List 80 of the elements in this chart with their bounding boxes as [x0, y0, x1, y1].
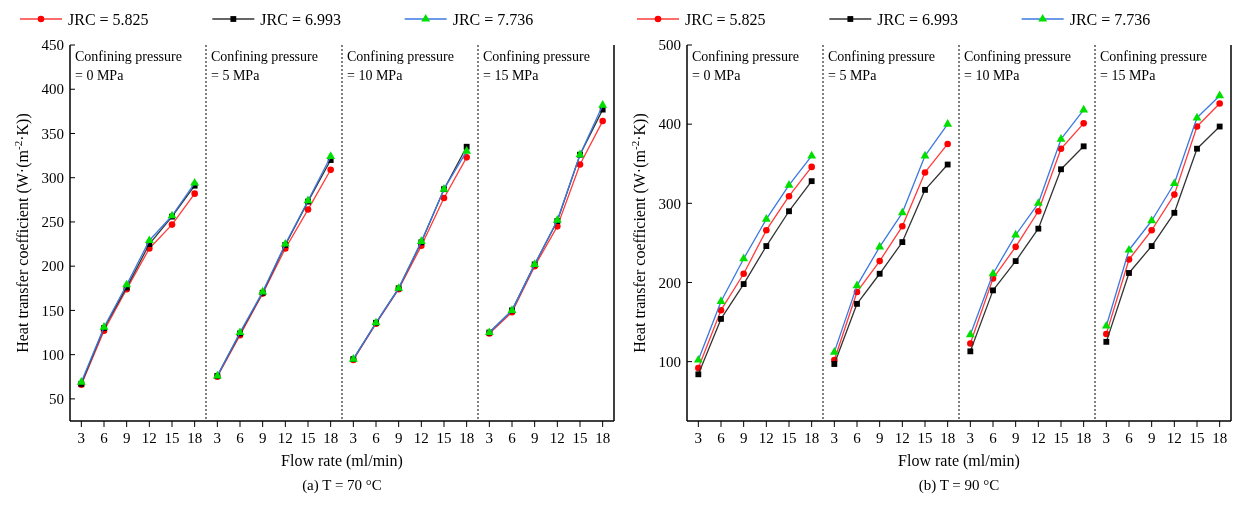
- x-tick-label: 3: [1102, 430, 1111, 446]
- y-tick-label: 400: [41, 81, 64, 98]
- y-tick-label: 300: [658, 195, 681, 212]
- annotation: Confining pressure = 10 MPa: [347, 49, 454, 83]
- x-tick-label: 9: [1011, 430, 1020, 446]
- y-tick-label: 200: [658, 274, 681, 291]
- annotation: Confining pressure = 15 MPa: [1100, 49, 1207, 83]
- x-tick-label: 15: [436, 430, 452, 446]
- x-tick-label: 12: [894, 430, 910, 446]
- x-tick-label: 3: [966, 430, 975, 446]
- x-tick-label: 9: [394, 430, 403, 446]
- y-tick-label: 250: [41, 214, 64, 231]
- x-tick-label: 12: [141, 430, 157, 446]
- x-tick-label: 3: [213, 430, 222, 446]
- y-tick-label: 350: [41, 125, 64, 142]
- x-tick-label: 6: [372, 430, 381, 446]
- x-tick-label: 9: [875, 430, 884, 446]
- x-tick-label: 9: [122, 430, 131, 446]
- x-tick-label: 18: [1076, 430, 1092, 446]
- x-axis-title: Flow rate (ml/min): [898, 452, 1020, 470]
- x-tick-label: 3: [694, 430, 703, 446]
- x-tick-label: 12: [758, 430, 774, 446]
- x-tick-label: 6: [1125, 430, 1134, 446]
- annotation: Confining pressure = 10 MPa: [964, 49, 1071, 83]
- x-tick-label: 12: [1030, 430, 1046, 446]
- y-tick-label: 50: [49, 391, 64, 408]
- y-tick-label: 500: [658, 37, 681, 54]
- x-tick-label: 18: [187, 430, 203, 446]
- legend-label: JRC = 6.993: [877, 10, 958, 28]
- x-tick-label: 6: [989, 430, 998, 446]
- x-tick-label: 18: [1212, 430, 1228, 446]
- x-tick-label: 9: [739, 430, 748, 446]
- x-tick-label: 15: [1053, 430, 1069, 446]
- x-tick-label: 12: [549, 430, 565, 446]
- legend-label: JRC = 7.736: [452, 10, 534, 28]
- x-tick-label: 18: [940, 430, 956, 446]
- text: (a) T = 70 °C: [302, 477, 382, 494]
- x-tick-label: 3: [485, 430, 494, 446]
- text: (b) T = 90 °C: [918, 477, 1000, 494]
- x-tick-label: 9: [258, 430, 267, 446]
- y-tick-label: 400: [658, 116, 681, 133]
- x-tick-label: 18: [323, 430, 339, 446]
- annotation: Confining pressure = 5 MPa: [211, 49, 318, 83]
- y-tick-label: 300: [41, 169, 64, 186]
- x-tick-label: 6: [853, 430, 862, 446]
- x-tick-label: 3: [77, 430, 86, 446]
- y-tick-label: 100: [658, 353, 681, 370]
- x-tick-label: 15: [917, 430, 933, 446]
- annotation: Confining pressure = 15 MPa: [483, 49, 590, 83]
- y-tick-label: 450: [41, 37, 64, 54]
- x-tick-label: 9: [1147, 430, 1156, 446]
- x-tick-label: 15: [1189, 430, 1205, 446]
- x-tick-label: 15: [164, 430, 180, 446]
- x-tick-label: 9: [530, 430, 539, 446]
- x-tick-label: 3: [349, 430, 358, 446]
- x-tick-label: 6: [100, 430, 109, 446]
- x-tick-label: 6: [236, 430, 245, 446]
- legend-label: JRC = 6.993: [260, 10, 341, 28]
- legend-label: JRC = 5.825: [68, 10, 149, 28]
- x-tick-label: 3: [830, 430, 839, 446]
- annotation: Confining pressure = 5 MPa: [828, 49, 935, 83]
- x-tick-label: 15: [300, 430, 316, 446]
- y-tick-label: 150: [41, 302, 64, 319]
- x-tick-label: 6: [717, 430, 726, 446]
- x-tick-label: 6: [508, 430, 517, 446]
- y-tick-label: 100: [41, 346, 64, 363]
- x-tick-label: 15: [781, 430, 797, 446]
- x-axis-title: Flow rate (ml/min): [281, 452, 403, 470]
- x-tick-label: 12: [413, 430, 429, 446]
- annotation: Confining pressure = 0 MPa: [692, 49, 799, 83]
- annotation: Confining pressure = 0 MPa: [75, 49, 182, 83]
- y-tick-label: 200: [41, 258, 64, 275]
- x-tick-label: 12: [1166, 430, 1182, 446]
- x-tick-label: 18: [595, 430, 611, 446]
- x-tick-label: 12: [277, 430, 293, 446]
- legend-label: JRC = 7.736: [1069, 10, 1151, 28]
- legend-label: JRC = 5.825: [685, 10, 766, 28]
- x-tick-label: 18: [804, 430, 820, 446]
- x-tick-label: 18: [459, 430, 475, 446]
- x-tick-label: 15: [572, 430, 588, 446]
